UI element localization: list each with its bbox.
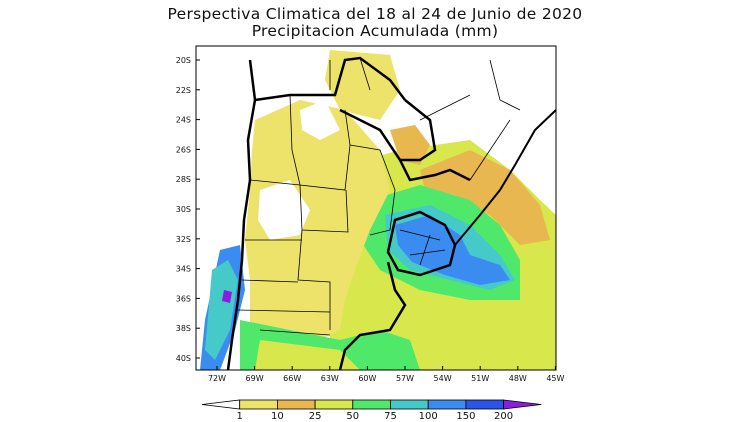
- lon-label: 69W: [246, 374, 264, 383]
- province-borders: [237, 57, 521, 336]
- andes-purple: [222, 290, 232, 303]
- lon-label: 63W: [321, 374, 339, 383]
- border-chile-argentina: [226, 59, 257, 370]
- colorbar-label: 10: [271, 411, 284, 422]
- colorbar-swatch: [239, 399, 278, 410]
- map-frame: [195, 45, 557, 371]
- coast-argentina: [338, 261, 407, 370]
- lat-label: 40S: [176, 354, 191, 363]
- colorbar-swatch: [352, 399, 391, 410]
- lat-label: 34S: [176, 265, 191, 274]
- colorbar-label: 100: [419, 411, 438, 422]
- lat-label: 38S: [176, 324, 191, 333]
- lon-label: 66W: [283, 374, 301, 383]
- lat-label: 26S: [176, 145, 191, 154]
- lat-label: 32S: [176, 235, 191, 244]
- lon-label: 60W: [358, 374, 376, 383]
- andes-cyan: [205, 260, 238, 360]
- latitude-axis: 20S 22S 24S 26S 28S 30S 32S 34S 36S 38S 40S: [176, 56, 200, 363]
- colorbar-swatch: [503, 399, 542, 410]
- border-brazil-argentina: [398, 159, 471, 182]
- colorbar-label: 25: [309, 411, 322, 422]
- lat-label: 24S: [176, 116, 191, 125]
- colorbar-label: 50: [346, 411, 359, 422]
- colorbar-swatch: [465, 399, 504, 410]
- coast-brazil: [454, 109, 556, 246]
- border-paraguay: [339, 99, 437, 162]
- lat-label: 30S: [176, 205, 191, 214]
- colorbar-label: 1: [237, 411, 243, 422]
- lon-label: 51W: [471, 374, 489, 383]
- lon-label: 45W: [546, 374, 564, 383]
- colorbar: 1 10 25 50 75 100 150 200: [201, 399, 542, 422]
- lat-label: 22S: [176, 86, 191, 95]
- title-line-2: Precipitacion Acumulada (mm): [251, 22, 499, 40]
- title-line-1: Perspectiva Climatica del 18 al 24 de Ju…: [167, 5, 583, 23]
- colorbar-swatch: [276, 399, 316, 410]
- dry-patch: [258, 180, 310, 240]
- colorbar-swatch: [314, 399, 354, 410]
- colorbar-swatch: [201, 399, 241, 410]
- lon-label: 48W: [509, 374, 527, 383]
- lon-label: 57W: [396, 374, 414, 383]
- border-uruguay: [386, 210, 457, 277]
- lat-label: 20S: [176, 56, 191, 65]
- colorbar-label: 200: [494, 411, 513, 422]
- lon-label: 72W: [208, 374, 226, 383]
- yellow-interior: [245, 100, 390, 350]
- lon-label: 54W: [434, 374, 452, 383]
- lat-label: 36S: [176, 294, 191, 303]
- colorbar-label: 75: [384, 411, 397, 422]
- south-yellow: [255, 340, 360, 370]
- colorbar-swatch: [390, 399, 429, 410]
- longitude-axis: 72W 69W 66W 63W 60W 57W 54W 51W 48W 45W: [208, 366, 565, 383]
- orange-paraguay: [390, 125, 430, 165]
- lat-label: 28S: [176, 175, 191, 184]
- orange-band-brazil: [420, 150, 550, 245]
- colorbar-label: 150: [456, 411, 475, 422]
- dry-patch-2: [300, 100, 340, 140]
- colorbar-swatch: [427, 399, 467, 410]
- map-title: Perspectiva Climatica del 18 al 24 de Ju…: [0, 6, 750, 40]
